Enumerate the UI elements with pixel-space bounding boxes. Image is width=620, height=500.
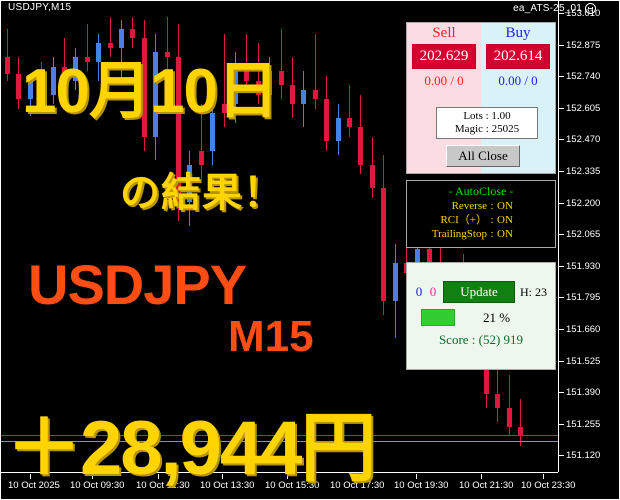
autoclose-rci-label: RCI（+）: [440, 214, 487, 226]
trade-panel: Sell 202.629 0.00 / 0 Buy 202.614 0.00 /…: [406, 22, 556, 174]
price-tick: 152.740: [559, 71, 600, 82]
overlay-pair-text: USDJPY: [28, 253, 247, 316]
buy-profit-lots: 0.00 / 0: [498, 73, 538, 88]
time-axis-line: [1, 472, 558, 473]
score-value: Score : (52) 919: [438, 332, 524, 347]
hours-label: H: 23: [520, 284, 547, 299]
autoclose-trailingstop-label: TrailingStop: [431, 228, 487, 240]
sell-title: Sell: [432, 25, 456, 41]
price-tick: 153.010: [559, 8, 600, 19]
price-tick: 151.660: [559, 324, 600, 335]
progress-bar: [421, 309, 455, 326]
price-tick: 152.200: [559, 198, 600, 209]
update-button[interactable]: Update: [443, 281, 515, 303]
price-tick: 151.930: [559, 261, 600, 272]
buy-price-button[interactable]: 202.614: [486, 44, 550, 69]
counter-pink: 0: [429, 284, 437, 299]
autoclose-row-rci: RCI（+） : ON: [407, 213, 555, 227]
autoclose-panel: - AutoClose - Reverse : ON RCI（+） : ON T…: [406, 180, 556, 248]
autoclose-trailingstop-value: ON: [497, 228, 513, 240]
overlay-date-text: 10月10日: [22, 57, 279, 126]
time-tick: 10 Oct 2025: [8, 480, 60, 491]
time-tick-mark: [158, 474, 159, 479]
time-tick: 10 Oct 13:30: [200, 480, 255, 491]
price-tick: 152.875: [559, 40, 600, 51]
magic-value: Magic : 25025: [454, 123, 520, 135]
time-tick-mark: [30, 474, 31, 479]
price-tick: 151.255: [559, 419, 600, 430]
lots-value: Lots : 1.00: [463, 110, 511, 122]
time-axis: 10 Oct 2025 10 Oct 09:30 10 Oct 11:30 10 Oc…: [0, 474, 575, 500]
price-axis: 153.010 152.875 152.740 152.605 152.470 152.3…: [559, 0, 620, 500]
time-tick-mark: [352, 474, 353, 479]
price-tick: 151.120: [559, 450, 600, 461]
overlay-result-text: の結果！: [120, 171, 284, 215]
time-tick-mark: [222, 474, 223, 479]
time-tick: 10 Oct 11:30: [136, 480, 190, 491]
autoclose-row-reverse: Reverse : ON: [407, 199, 555, 213]
candlestick-plot: [1, 17, 558, 472]
time-tick: 10 Oct 09:30: [70, 480, 125, 491]
autoclose-row-trailingstop: TrailingStop : ON: [407, 227, 555, 241]
time-tick: 10 Oct 23:30: [521, 480, 576, 491]
time-tick-mark: [543, 474, 544, 479]
price-tick: 151.525: [559, 356, 600, 367]
price-tick: 152.605: [559, 103, 600, 114]
time-tick: 10 Oct 15:30: [265, 480, 320, 491]
autoclose-rci-value: ON: [497, 214, 513, 226]
price-tick: 152.065: [559, 229, 600, 240]
buy-title: Buy: [505, 25, 531, 41]
score-panel: 0 0 Update H: 23 21 % Score : (52) 919: [406, 262, 556, 370]
time-tick-mark: [92, 474, 93, 479]
time-tick: 10 Oct 19:30: [394, 480, 449, 491]
price-tick: 151.795: [559, 292, 600, 303]
price-axis-line: [558, 1, 559, 472]
autoclose-reverse-label: Reverse: [451, 200, 487, 212]
score-progress-row: 21 %: [407, 309, 555, 326]
bid-price-line: [1, 435, 558, 437]
sell-price-button[interactable]: 202.629: [412, 44, 476, 69]
all-close-button[interactable]: All Close: [446, 145, 520, 167]
price-tick: 152.335: [559, 166, 600, 177]
autoclose-trailingstop-sep: :: [490, 228, 494, 240]
overlay-timeframe-text: M15: [228, 312, 314, 361]
autoclose-reverse-value: ON: [497, 200, 513, 212]
chart-symbol-label: USDJPY,M15: [8, 2, 72, 13]
progress-percent: 21 %: [483, 309, 511, 325]
counter-blue: 0: [415, 284, 423, 299]
time-tick: 10 Oct 17:30: [330, 480, 385, 491]
ask-price-line: [1, 441, 558, 443]
sell-profit-lots: 0.00 / 0: [424, 73, 464, 88]
price-tick: 152.470: [559, 134, 600, 145]
price-tick: 151.390: [559, 387, 600, 398]
time-tick-mark: [416, 474, 417, 479]
score-top-row: 0 0 Update H: 23: [407, 281, 555, 303]
overlay-profit-text: ＋28,944円: [6, 406, 376, 491]
autoclose-reverse-sep: :: [490, 200, 494, 212]
autoclose-title: - AutoClose -: [448, 184, 514, 198]
ea-name-label: ea_ATS-25_01: [513, 3, 582, 14]
sad-face-icon: [585, 3, 596, 14]
time-tick-mark: [481, 474, 482, 479]
autoclose-rci-sep: :: [490, 214, 494, 226]
time-tick-mark: [287, 474, 288, 479]
time-tick: 10 Oct 21:30: [459, 480, 514, 491]
lots-magic-box: Lots : 1.00 Magic : 25025: [436, 107, 538, 139]
